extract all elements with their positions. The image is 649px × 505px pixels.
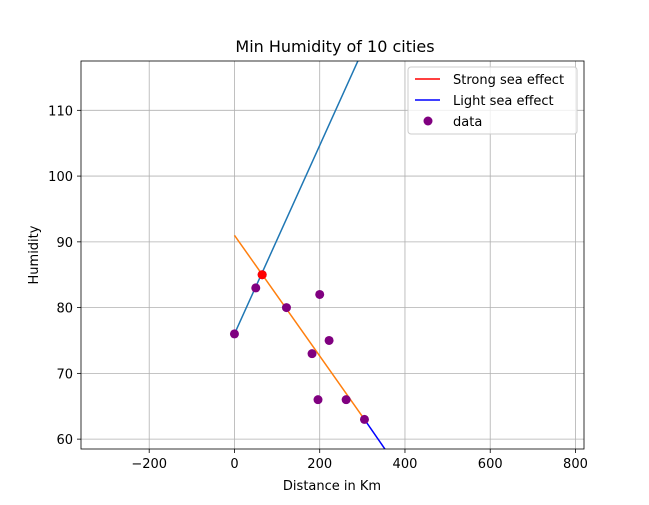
legend: Strong sea effect Light sea effect data	[407, 66, 578, 135]
plot-series	[229, 61, 386, 449]
data-point	[341, 395, 351, 405]
data-point	[359, 414, 369, 424]
data-point	[251, 283, 261, 293]
y-tick-label: 100	[48, 170, 73, 185]
axes-frame	[80, 60, 585, 450]
data-point	[315, 289, 325, 299]
data-point	[307, 349, 317, 359]
series-line-1	[363, 418, 386, 449]
chart-title: Min Humidity of 10 cities	[235, 37, 434, 56]
legend-box	[407, 66, 578, 135]
y-tick-label: 70	[56, 367, 73, 382]
y-tick-label: 90	[56, 236, 73, 251]
legend-entry-label: Light sea effect	[453, 94, 554, 109]
y-tick-label: 80	[56, 302, 73, 317]
legend-entry-label: data	[453, 115, 482, 130]
x-axis-label: Distance in Km	[283, 479, 381, 494]
x-tick-label: 600	[478, 457, 503, 472]
series-line-3	[233, 234, 366, 420]
data-point	[229, 329, 239, 339]
plot-area: −200 0 200 400 600 800 60 70 80 90 100 110	[48, 60, 588, 472]
legend-marker-swatch	[423, 116, 433, 126]
y-tick-label: 110	[48, 104, 73, 119]
x-tick-label: 0	[230, 457, 238, 472]
highlight-point	[257, 270, 267, 280]
data-point	[281, 303, 291, 313]
y-axis-label: Humidity	[27, 225, 42, 284]
x-tick-label: 400	[393, 457, 418, 472]
x-tick-label: −200	[131, 457, 167, 472]
x-tick-label: 200	[307, 457, 332, 472]
data-point	[324, 335, 334, 345]
y-tick-label: 60	[56, 433, 73, 448]
legend-entry-label: Strong sea effect	[453, 73, 564, 88]
x-tick-label: 800	[563, 457, 588, 472]
data-point	[313, 395, 323, 405]
